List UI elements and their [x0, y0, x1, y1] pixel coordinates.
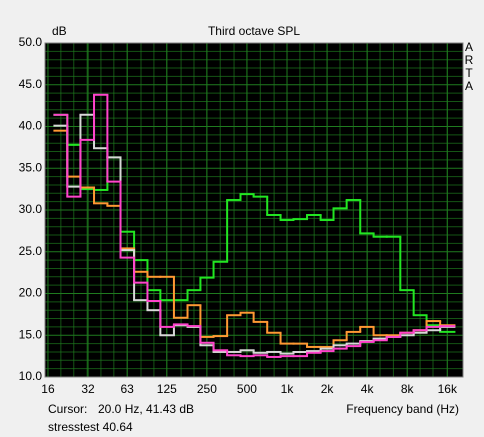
x-tick-label: 8k [401, 382, 415, 396]
y-tick-label: 25.0 [19, 244, 43, 258]
y-tick-label: 45.0 [19, 77, 43, 91]
y-axis-label: dB [52, 24, 67, 38]
x-tick-label: 250 [197, 382, 217, 396]
x-tick-label: 32 [81, 382, 95, 396]
x-tick-label: 16k [438, 382, 458, 396]
chart-title: Third octave SPL [208, 24, 300, 38]
x-axis-label: Frequency band (Hz) [346, 402, 459, 416]
x-tick-label: 2k [321, 382, 335, 396]
side-label: A [465, 40, 473, 54]
x-tick-label: 16 [41, 382, 55, 396]
x-tick-label: 63 [121, 382, 135, 396]
x-tick-label: 500 [237, 382, 257, 396]
y-tick-label: 30.0 [19, 202, 43, 216]
y-tick-label: 15.0 [19, 327, 43, 341]
footer: stresstest 40.64 [48, 420, 133, 434]
x-tick-label: 4k [361, 382, 375, 396]
cursor-value: 20.0 Hz, 41.43 dB [98, 402, 194, 416]
y-tick-label: 50.0 [19, 35, 43, 49]
y-tick-label: 35.0 [19, 160, 43, 174]
y-tick-label: 10.0 [19, 369, 43, 383]
plot-border [44, 42, 464, 378]
x-tick-label: 1k [281, 382, 295, 396]
side-label: T [465, 66, 473, 80]
side-label: A [465, 79, 473, 93]
y-tick-label: 20.0 [19, 286, 43, 300]
x-tick-label: 125 [157, 382, 177, 396]
y-tick-label: 40.0 [19, 119, 43, 133]
cursor-label: Cursor: [48, 402, 87, 416]
side-label: R [465, 53, 474, 67]
